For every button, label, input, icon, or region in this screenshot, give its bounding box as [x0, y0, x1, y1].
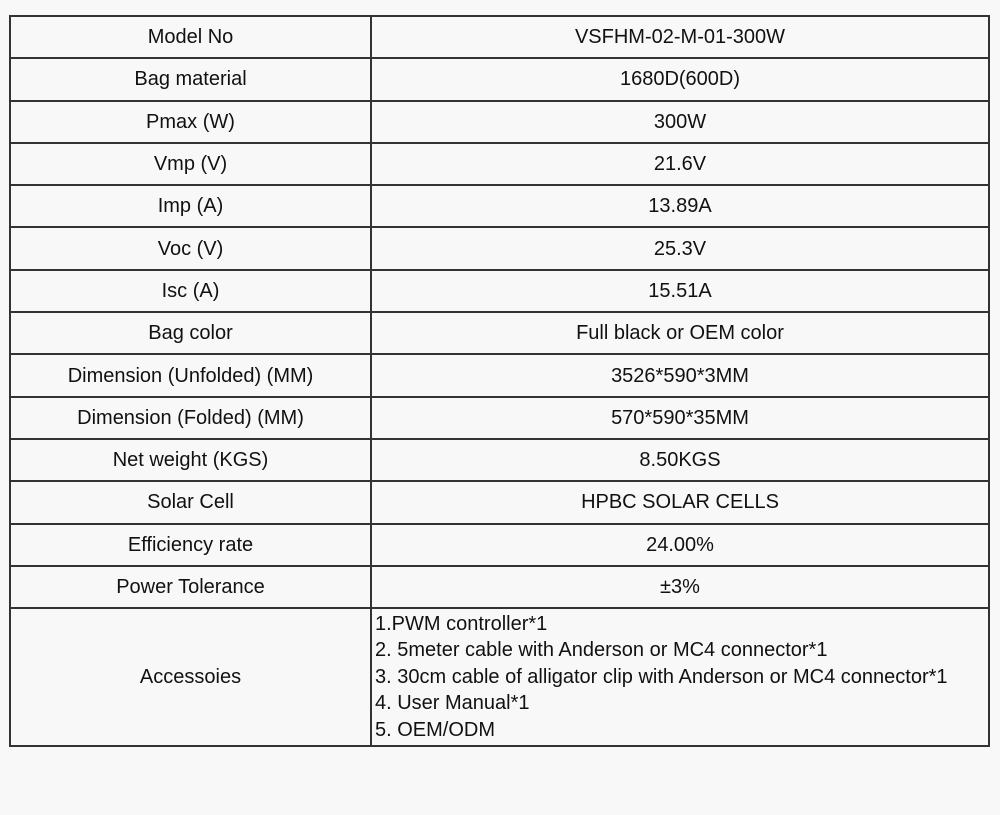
spec-value: 13.89A	[370, 184, 990, 229]
spec-label: Bag color	[9, 311, 372, 356]
spec-label: Model No	[9, 14, 372, 60]
spec-row: Isc (A) 15.51A	[9, 268, 990, 314]
spec-row: Voc (V) 25.3V	[9, 226, 990, 271]
spec-label: Dimension (Folded) (MM)	[9, 395, 372, 440]
accessories-row: Accessoies 1.PWM controller*1 2. 5meter ca…	[9, 607, 990, 748]
spec-label: Solar Cell	[9, 480, 372, 525]
spec-label: Efficiency rate	[9, 522, 372, 567]
spec-label: Imp (A)	[9, 184, 372, 229]
spec-row: Efficiency rate 24.00%	[9, 522, 990, 567]
spec-row: Solar Cell HPBC SOLAR CELLS	[9, 480, 990, 525]
spec-row: Imp (A) 13.89A	[9, 184, 990, 229]
spec-value: Full black or OEM color	[370, 311, 990, 356]
spec-value: 1680D(600D)	[370, 57, 990, 102]
spec-row: Dimension (Unfolded) (MM) 3526*590*3MM	[9, 353, 990, 398]
spec-value: 300W	[370, 99, 990, 144]
spec-row: Bag material 1680D(600D)	[9, 57, 990, 102]
accessory-item: 5. OEM/ODM	[375, 718, 496, 741]
spec-row: Net weight (KGS) 8.50KGS	[9, 437, 990, 483]
spec-label: Vmp (V)	[9, 141, 372, 187]
spec-row: Bag color Full black or OEM color	[9, 311, 990, 356]
accessories-label: Accessoies	[9, 607, 372, 748]
spec-value: 21.6V	[370, 141, 990, 187]
accessory-item: 1.PWM controller*1	[375, 612, 548, 635]
spec-label: Net weight (KGS)	[9, 437, 372, 483]
spec-value: 25.3V	[370, 226, 990, 271]
spec-label: Power Tolerance	[9, 564, 372, 610]
spec-value: VSFHM-02-M-01-300W	[370, 14, 990, 60]
spec-label: Dimension (Unfolded) (MM)	[9, 353, 372, 398]
spec-row: Pmax (W) 300W	[9, 99, 990, 144]
spec-value: 570*590*35MM	[370, 395, 990, 440]
accessory-item: 2. 5meter cable with Anderson or MC4 con…	[375, 639, 828, 662]
accessory-item: 3. 30cm cable of alligator clip with And…	[375, 665, 948, 688]
spec-row: Model No VSFHM-02-M-01-300W	[9, 14, 990, 60]
spec-value: 24.00%	[370, 522, 990, 567]
spec-label: Bag material	[9, 57, 372, 102]
spec-label: Pmax (W)	[9, 99, 372, 144]
spec-table: Model No VSFHM-02-M-01-300W Bag material 16…	[9, 14, 990, 748]
spec-row: Dimension (Folded) (MM) 570*590*35MM	[9, 395, 990, 440]
accessory-item: 4. User Manual*1	[375, 692, 530, 715]
spec-row: Power Tolerance ±3%	[9, 564, 990, 610]
spec-value: ±3%	[370, 564, 990, 610]
spec-label: Voc (V)	[9, 226, 372, 271]
spec-row: Vmp (V) 21.6V	[9, 141, 990, 187]
accessories-list: 1.PWM controller*1 2. 5meter cable with A…	[370, 607, 990, 748]
spec-value: 15.51A	[370, 268, 990, 314]
spec-label: Isc (A)	[9, 268, 372, 314]
spec-value: HPBC SOLAR CELLS	[370, 480, 990, 525]
spec-value: 3526*590*3MM	[370, 353, 990, 398]
spec-value: 8.50KGS	[370, 437, 990, 483]
